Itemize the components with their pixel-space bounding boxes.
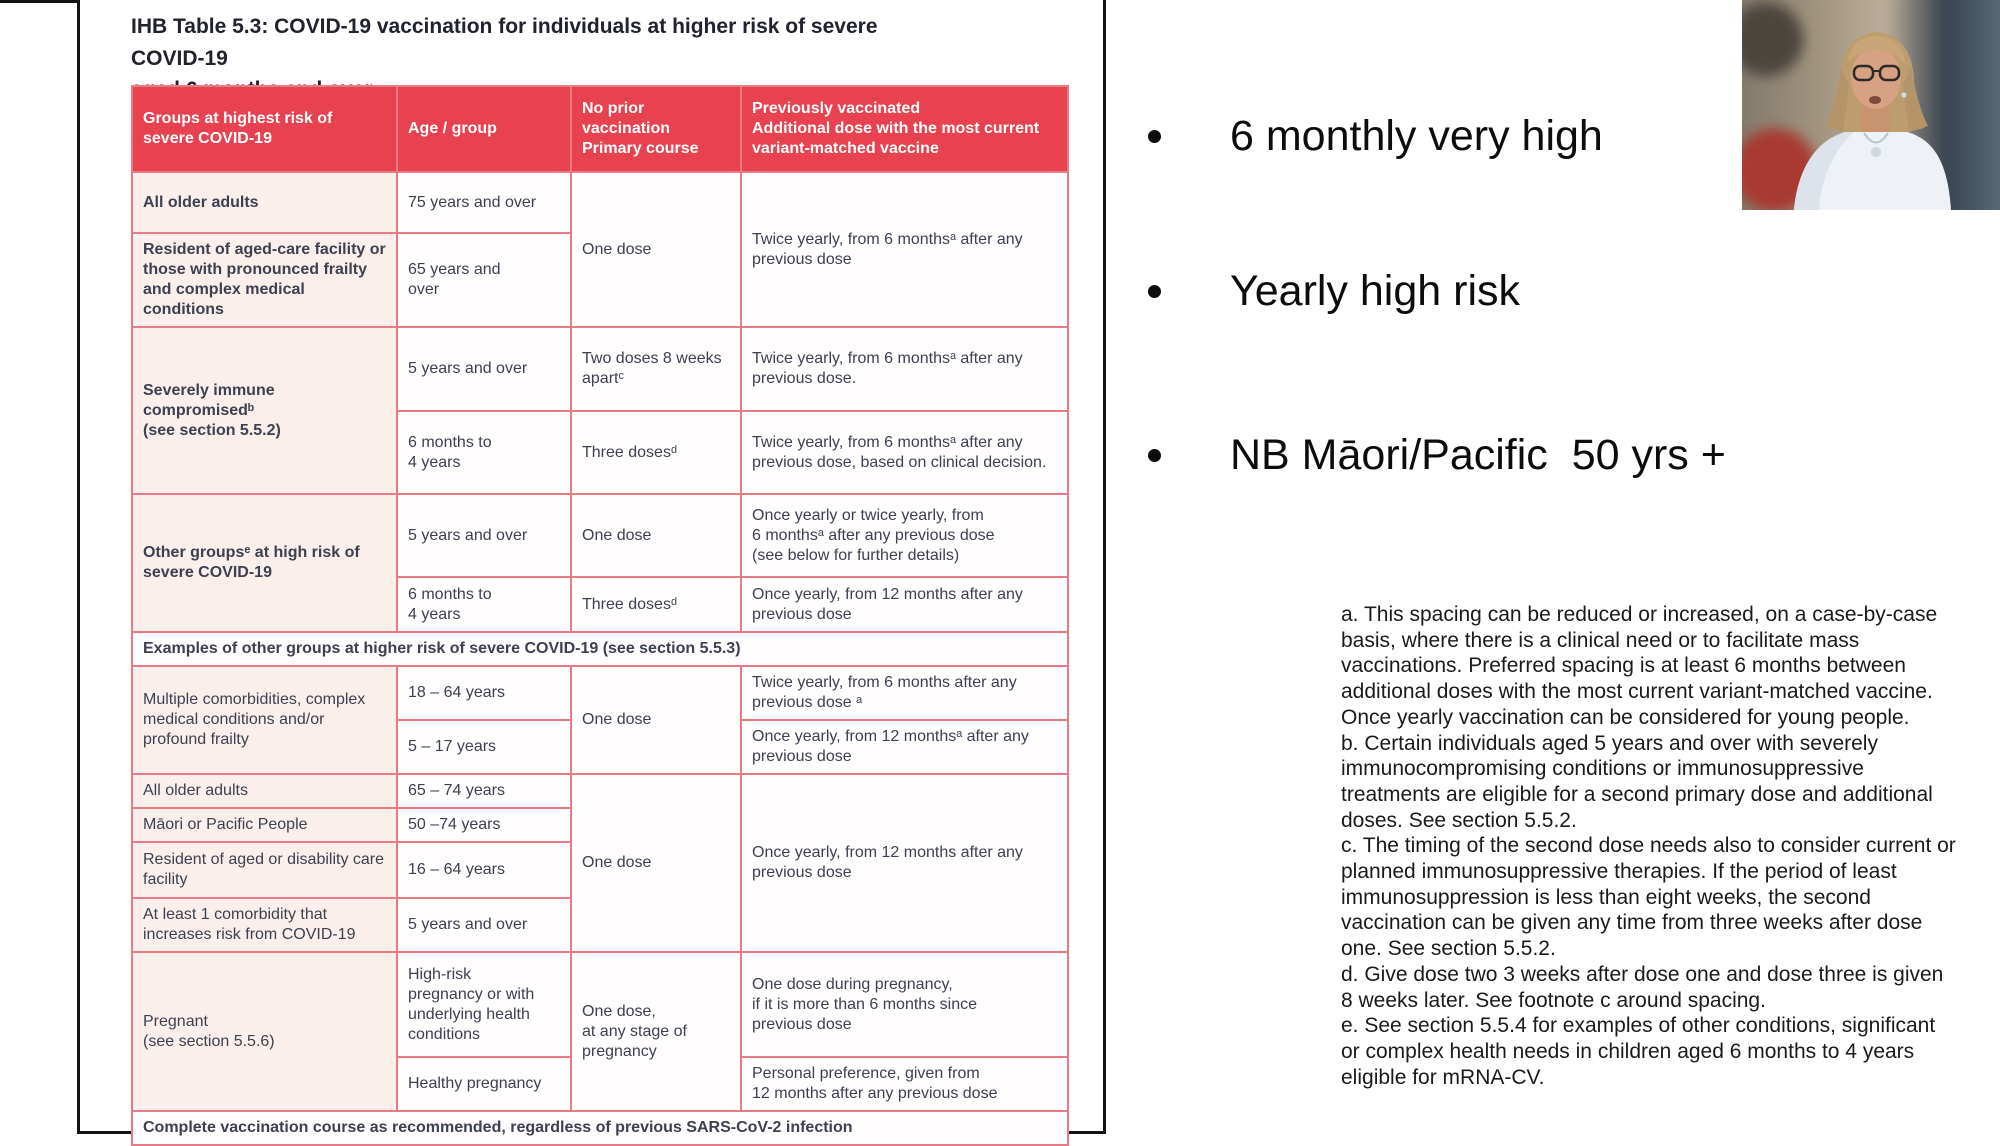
bullet-text: Yearly high risk <box>1230 267 1520 315</box>
table-row: Māori or Pacific People 50 –74 years <box>131 807 1068 843</box>
primary-course-cell: Three dosesᵈ <box>570 410 742 495</box>
bullet-item: Yearly high risk <box>1148 265 1520 317</box>
group-cell: Pregnant (see section 5.5.6) <box>131 951 398 1112</box>
table-row: Other groupsᵉ at high risk of severe COV… <box>131 493 1069 633</box>
age-cell: High-risk pregnancy or with underlying h… <box>396 951 572 1058</box>
footnote-item: b. Certain individuals aged 5 years and … <box>1341 731 1933 832</box>
table-footer-cell: Complete vaccination course as recommend… <box>131 1110 1069 1146</box>
table-row: Resident of aged-care facility or those … <box>131 232 1068 328</box>
footnote-item: e. See section 5.5.4 for examples of oth… <box>1341 1014 1936 1089</box>
table-row: Pregnant (see section 5.5.6) High-risk p… <box>131 951 1069 1112</box>
table-row: 6 months to 4 years Three dosesᵈ Twice y… <box>132 410 1069 495</box>
vaccination-table: Groups at highest risk of severe COVID-1… <box>131 85 1069 1146</box>
presenter-mouth <box>1869 96 1881 104</box>
presenter-glasses <box>1878 64 1901 82</box>
bullet-item: 6 monthly very high <box>1148 110 1603 162</box>
age-cell: 5 – 17 years <box>396 719 572 775</box>
presenter-webcam <box>1742 0 2000 210</box>
presenter-glasses <box>1852 64 1875 82</box>
group-cell: Other groupsᵉ at high risk of severe COV… <box>131 493 398 633</box>
group-cell: All older adults <box>131 773 398 809</box>
table-row: At least 1 comorbidity that increases ri… <box>131 897 1068 953</box>
table-row: All older adults 65 – 74 years One dose … <box>131 773 1069 953</box>
primary-course-cell: One dose, at any stage of pregnancy <box>570 951 742 1112</box>
table-row: Severely immune compromisedᵇ (see sectio… <box>131 326 1069 495</box>
table-row: 6 months to 4 years Three dosesᵈ Once ye… <box>132 576 1069 633</box>
table-title: IHB Table 5.3: COVID-19 vaccination for … <box>131 15 878 101</box>
presenter-neck <box>1862 101 1890 134</box>
age-cell: 6 months to 4 years <box>396 410 572 495</box>
age-cell: 5 years and over <box>396 326 572 412</box>
table-row: All older adults 75 years and over One d… <box>131 171 1069 328</box>
presenter-pendant <box>1871 147 1881 157</box>
additional-dose-cell: Once yearly or twice yearly, from 6 mont… <box>740 493 1069 578</box>
bullet-text: 6 monthly very high <box>1230 112 1603 160</box>
age-cell: 65 years and over <box>396 232 572 328</box>
group-cell: At least 1 comorbidity that increases ri… <box>131 897 398 953</box>
primary-course-cell: Three dosesᵈ <box>570 576 742 633</box>
presenter-hair-right <box>1903 68 1928 132</box>
presenter-top-shadow <box>1794 132 1854 210</box>
presenter-figure <box>1794 32 1951 210</box>
primary-course-cell: One dose <box>570 773 742 953</box>
age-cell: 50 –74 years <box>396 807 572 843</box>
age-cell: 16 – 64 years <box>396 841 572 899</box>
table-row: Healthy pregnancy Personal preference, g… <box>132 1056 1069 1112</box>
additional-dose-cell: Once yearly, from 12 months after any pr… <box>740 576 1069 633</box>
table-row: Multiple comorbidities, complex medical … <box>131 665 1069 775</box>
group-cell: Multiple comorbidities, complex medical … <box>131 665 398 775</box>
column-header-primary: No prior vaccination Primary course <box>570 85 742 173</box>
footnote-item: a. This spacing can be reduced or increa… <box>1341 603 1938 729</box>
age-cell: Healthy pregnancy <box>396 1056 572 1112</box>
bullet-text: NB Māori/Pacific 50 yrs + <box>1230 431 1726 479</box>
table-header-row: Groups at highest risk of severe COVID-1… <box>131 85 1069 173</box>
footnote-item: c. The timing of the second dose needs a… <box>1341 834 1956 961</box>
column-header-age: Age / group <box>396 85 572 173</box>
additional-dose-cell: Twice yearly, from 6 monthsᵃ after any p… <box>740 171 1069 328</box>
primary-course-cell: Two doses 8 weeks apartᶜ <box>570 326 742 412</box>
additional-dose-cell: Personal preference, given from 12 month… <box>740 1056 1069 1112</box>
bullet-dot-icon <box>1148 130 1161 143</box>
age-cell: 75 years and over <box>396 171 572 234</box>
group-cell: Severely immune compromisedᵇ (see sectio… <box>131 326 398 495</box>
primary-course-cell: One dose <box>570 665 742 775</box>
group-cell: Resident of aged or disability care faci… <box>131 841 398 899</box>
bullet-item: NB Māori/Pacific 50 yrs + <box>1148 429 1726 481</box>
section-header-row: Examples of other groups at higher risk … <box>131 631 1069 667</box>
age-cell: 5 years and over <box>396 493 572 578</box>
presenter-earring <box>1901 92 1907 98</box>
column-header-additional: Previously vaccinated Additional dose wi… <box>740 85 1069 173</box>
primary-course-cell: One dose <box>570 493 742 578</box>
group-cell: All older adults <box>131 171 398 234</box>
additional-dose-cell: Once yearly, from 12 months after any pr… <box>740 773 1069 953</box>
age-cell: 18 – 64 years <box>396 665 572 721</box>
additional-dose-cell: Twice yearly, from 6 monthsᵃ after any p… <box>740 410 1069 495</box>
section-header-cell: Examples of other groups at higher risk … <box>131 631 1069 667</box>
primary-course-cell: One dose <box>570 171 742 328</box>
footnote-item: d. Give dose two 3 weeks after dose one … <box>1341 962 1944 1012</box>
column-header-groups: Groups at highest risk of severe COVID-1… <box>131 85 398 173</box>
additional-dose-cell: Twice yearly, from 6 monthsᵃ after any p… <box>740 326 1069 412</box>
presenter-necklace <box>1863 132 1889 144</box>
bullet-dot-icon <box>1148 449 1161 462</box>
additional-dose-cell: One dose during pregnancy, if it is more… <box>740 951 1069 1058</box>
presenter-face <box>1851 47 1901 109</box>
additional-dose-cell: Once yearly, from 12 monthsᵃ after any p… <box>740 719 1069 775</box>
footnotes: a. This spacing can be reduced or increa… <box>1341 602 1957 1090</box>
bullet-dot-icon <box>1148 285 1161 298</box>
table-row: Resident of aged or disability care faci… <box>131 841 1068 899</box>
group-cell: Māori or Pacific People <box>131 807 398 843</box>
presenter-hair-left <box>1826 68 1849 132</box>
table-footer-row: Complete vaccination course as recommend… <box>131 1110 1069 1146</box>
group-cell: Resident of aged-care facility or those … <box>131 232 398 328</box>
additional-dose-cell: Twice yearly, from 6 months after any pr… <box>740 665 1069 721</box>
age-cell: 65 – 74 years <box>396 773 572 809</box>
table-row: 5 – 17 years Once yearly, from 12 months… <box>132 719 1069 775</box>
age-cell: 5 years and over <box>396 897 572 953</box>
presenter-fringe <box>1848 36 1905 64</box>
age-cell: 6 months to 4 years <box>396 576 572 633</box>
